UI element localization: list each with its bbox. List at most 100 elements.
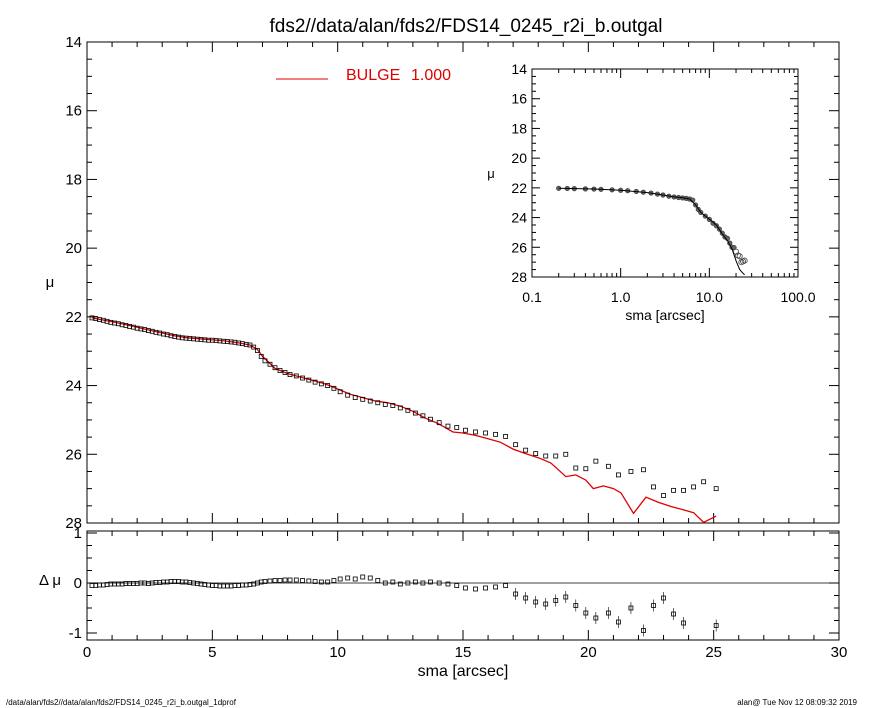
residual-data-point xyxy=(420,580,426,586)
residual-data-point xyxy=(593,615,599,621)
legend: BULGE 1.000 xyxy=(276,67,451,84)
residual-plot-frame xyxy=(86,530,840,641)
footer-timestamp: alan@ Tue Nov 12 08:09:32 2019 xyxy=(737,698,857,707)
residual-data-point xyxy=(390,579,396,585)
residual-data-point xyxy=(533,599,539,605)
residual-data-point xyxy=(473,586,478,592)
main-y-tick-label: 14 xyxy=(65,34,82,51)
x-tick-label: 0 xyxy=(83,644,91,661)
main-y-tick-label: 24 xyxy=(65,378,82,395)
bulge-model-curve xyxy=(91,317,717,524)
residual-data-point xyxy=(282,577,288,583)
profile-data-point xyxy=(282,370,288,375)
residual-data-point xyxy=(543,601,549,607)
profile-data-point xyxy=(262,358,268,364)
residual-data-point xyxy=(563,594,569,600)
profile-data-points xyxy=(89,315,719,498)
profile-data-point xyxy=(493,431,498,437)
inset-plot-frame xyxy=(531,68,799,278)
profile-data-point xyxy=(375,400,381,406)
residual-data-point xyxy=(345,575,351,581)
residual-data-point xyxy=(262,579,268,584)
x-tick-label: 15 xyxy=(455,644,472,661)
main-y-tick-labels: 14 16 18 20 22 24 26 28 xyxy=(65,34,82,532)
inset-model-line xyxy=(558,187,745,276)
profile-data-point xyxy=(605,463,611,469)
residual-data-point xyxy=(573,603,579,608)
inset-y-tick-label: 14 xyxy=(511,61,527,77)
profile-data-point xyxy=(277,368,283,373)
inset-model-curve xyxy=(558,187,745,276)
profile-data-point xyxy=(293,373,299,379)
profile-data-point xyxy=(272,365,278,371)
profile-data-point xyxy=(306,377,312,383)
inset-x-tick-label: 100.0 xyxy=(780,289,815,305)
profile-data-point xyxy=(312,379,318,385)
residual-y-tick-labels: 1 0 -1 xyxy=(69,525,82,642)
inset-x-tick-label: 10.0 xyxy=(696,289,723,305)
inset-y-tick-label: 20 xyxy=(511,150,527,166)
residual-data-point xyxy=(325,579,331,585)
profile-data-point xyxy=(345,392,351,398)
residual-data-point xyxy=(277,578,283,583)
inset-y-tick-label: 22 xyxy=(511,180,527,196)
profile-data-point xyxy=(318,381,324,387)
residual-panel: 10-1 0 5 10 15 20 25 30 Δ μ sma [arcsec] xyxy=(39,525,847,680)
x-tick-label: 5 xyxy=(208,644,216,661)
profile-data-point xyxy=(616,472,621,478)
profile-data-point xyxy=(533,451,539,456)
profile-data-point xyxy=(255,348,260,353)
legend-label: BULGE xyxy=(346,67,400,84)
profile-data-point xyxy=(553,453,559,459)
profile-data-point xyxy=(681,487,686,493)
profile-data-point xyxy=(593,458,599,464)
inset-x-axis-label: sma [arcsec] xyxy=(625,307,704,323)
inset-y-tick-labels: 14 16 18 20 22 24 26 28 xyxy=(511,61,527,285)
residual-x-tick-labels: 0 5 10 15 20 25 30 xyxy=(83,644,848,661)
residual-data-point xyxy=(463,585,468,591)
profile-data-point xyxy=(267,361,273,367)
residual-data-point xyxy=(671,611,676,617)
x-tick-label: 30 xyxy=(831,644,848,661)
inset-panel: 14 16 18 20 22 24 26 28 0.1 1.0 10.0 100.0 μ sma [… xyxy=(487,61,815,323)
legend-value: 1.000 xyxy=(411,67,451,84)
profile-data-point xyxy=(390,403,396,408)
profile-data-point xyxy=(543,453,549,459)
x-tick-label: 25 xyxy=(705,644,722,661)
residual-y-tick-label: -1 xyxy=(69,625,82,642)
profile-data-point xyxy=(337,389,343,395)
profile-data-point xyxy=(503,434,509,439)
profile-data-point xyxy=(661,493,666,498)
residual-data-point xyxy=(583,610,589,616)
profile-data-point xyxy=(463,427,468,433)
profile-data-point xyxy=(352,395,358,400)
profile-data-point xyxy=(454,425,460,430)
profile-data-point xyxy=(367,398,373,404)
x-axis-label: sma [arcsec] xyxy=(418,663,509,680)
residual-data-point xyxy=(293,577,299,583)
main-y-axis-label: μ xyxy=(46,274,55,291)
profile-data-point xyxy=(701,479,707,485)
residual-data-point xyxy=(454,583,460,588)
profile-data-point xyxy=(563,451,569,457)
residual-data-point xyxy=(412,579,418,585)
chart-title: fds2//data/alan/fds2/FDS14_0245_r2i_b.ou… xyxy=(270,16,663,37)
residual-data-point xyxy=(382,580,388,586)
profile-data-point xyxy=(583,466,589,472)
profile-data-point xyxy=(513,442,519,448)
residual-data-point xyxy=(713,623,719,628)
residual-tick-marks xyxy=(86,531,840,640)
residual-data-point xyxy=(272,578,278,583)
main-panel: 14 16 18 20 22 24 26 28 μ BULGE 1.000 xyxy=(46,34,840,532)
profile-data-point xyxy=(405,407,411,413)
residual-data-point xyxy=(628,605,634,611)
residual-data-point xyxy=(300,578,305,583)
profile-data-point xyxy=(473,429,478,435)
profile-data-point xyxy=(628,469,634,474)
x-tick-label: 10 xyxy=(329,644,346,661)
main-y-tick-label: 18 xyxy=(65,171,82,188)
main-y-tick-label: 16 xyxy=(65,103,82,120)
inset-y-tick-label: 26 xyxy=(511,239,527,255)
residual-data-point xyxy=(616,619,621,625)
residual-data-point xyxy=(493,584,498,590)
